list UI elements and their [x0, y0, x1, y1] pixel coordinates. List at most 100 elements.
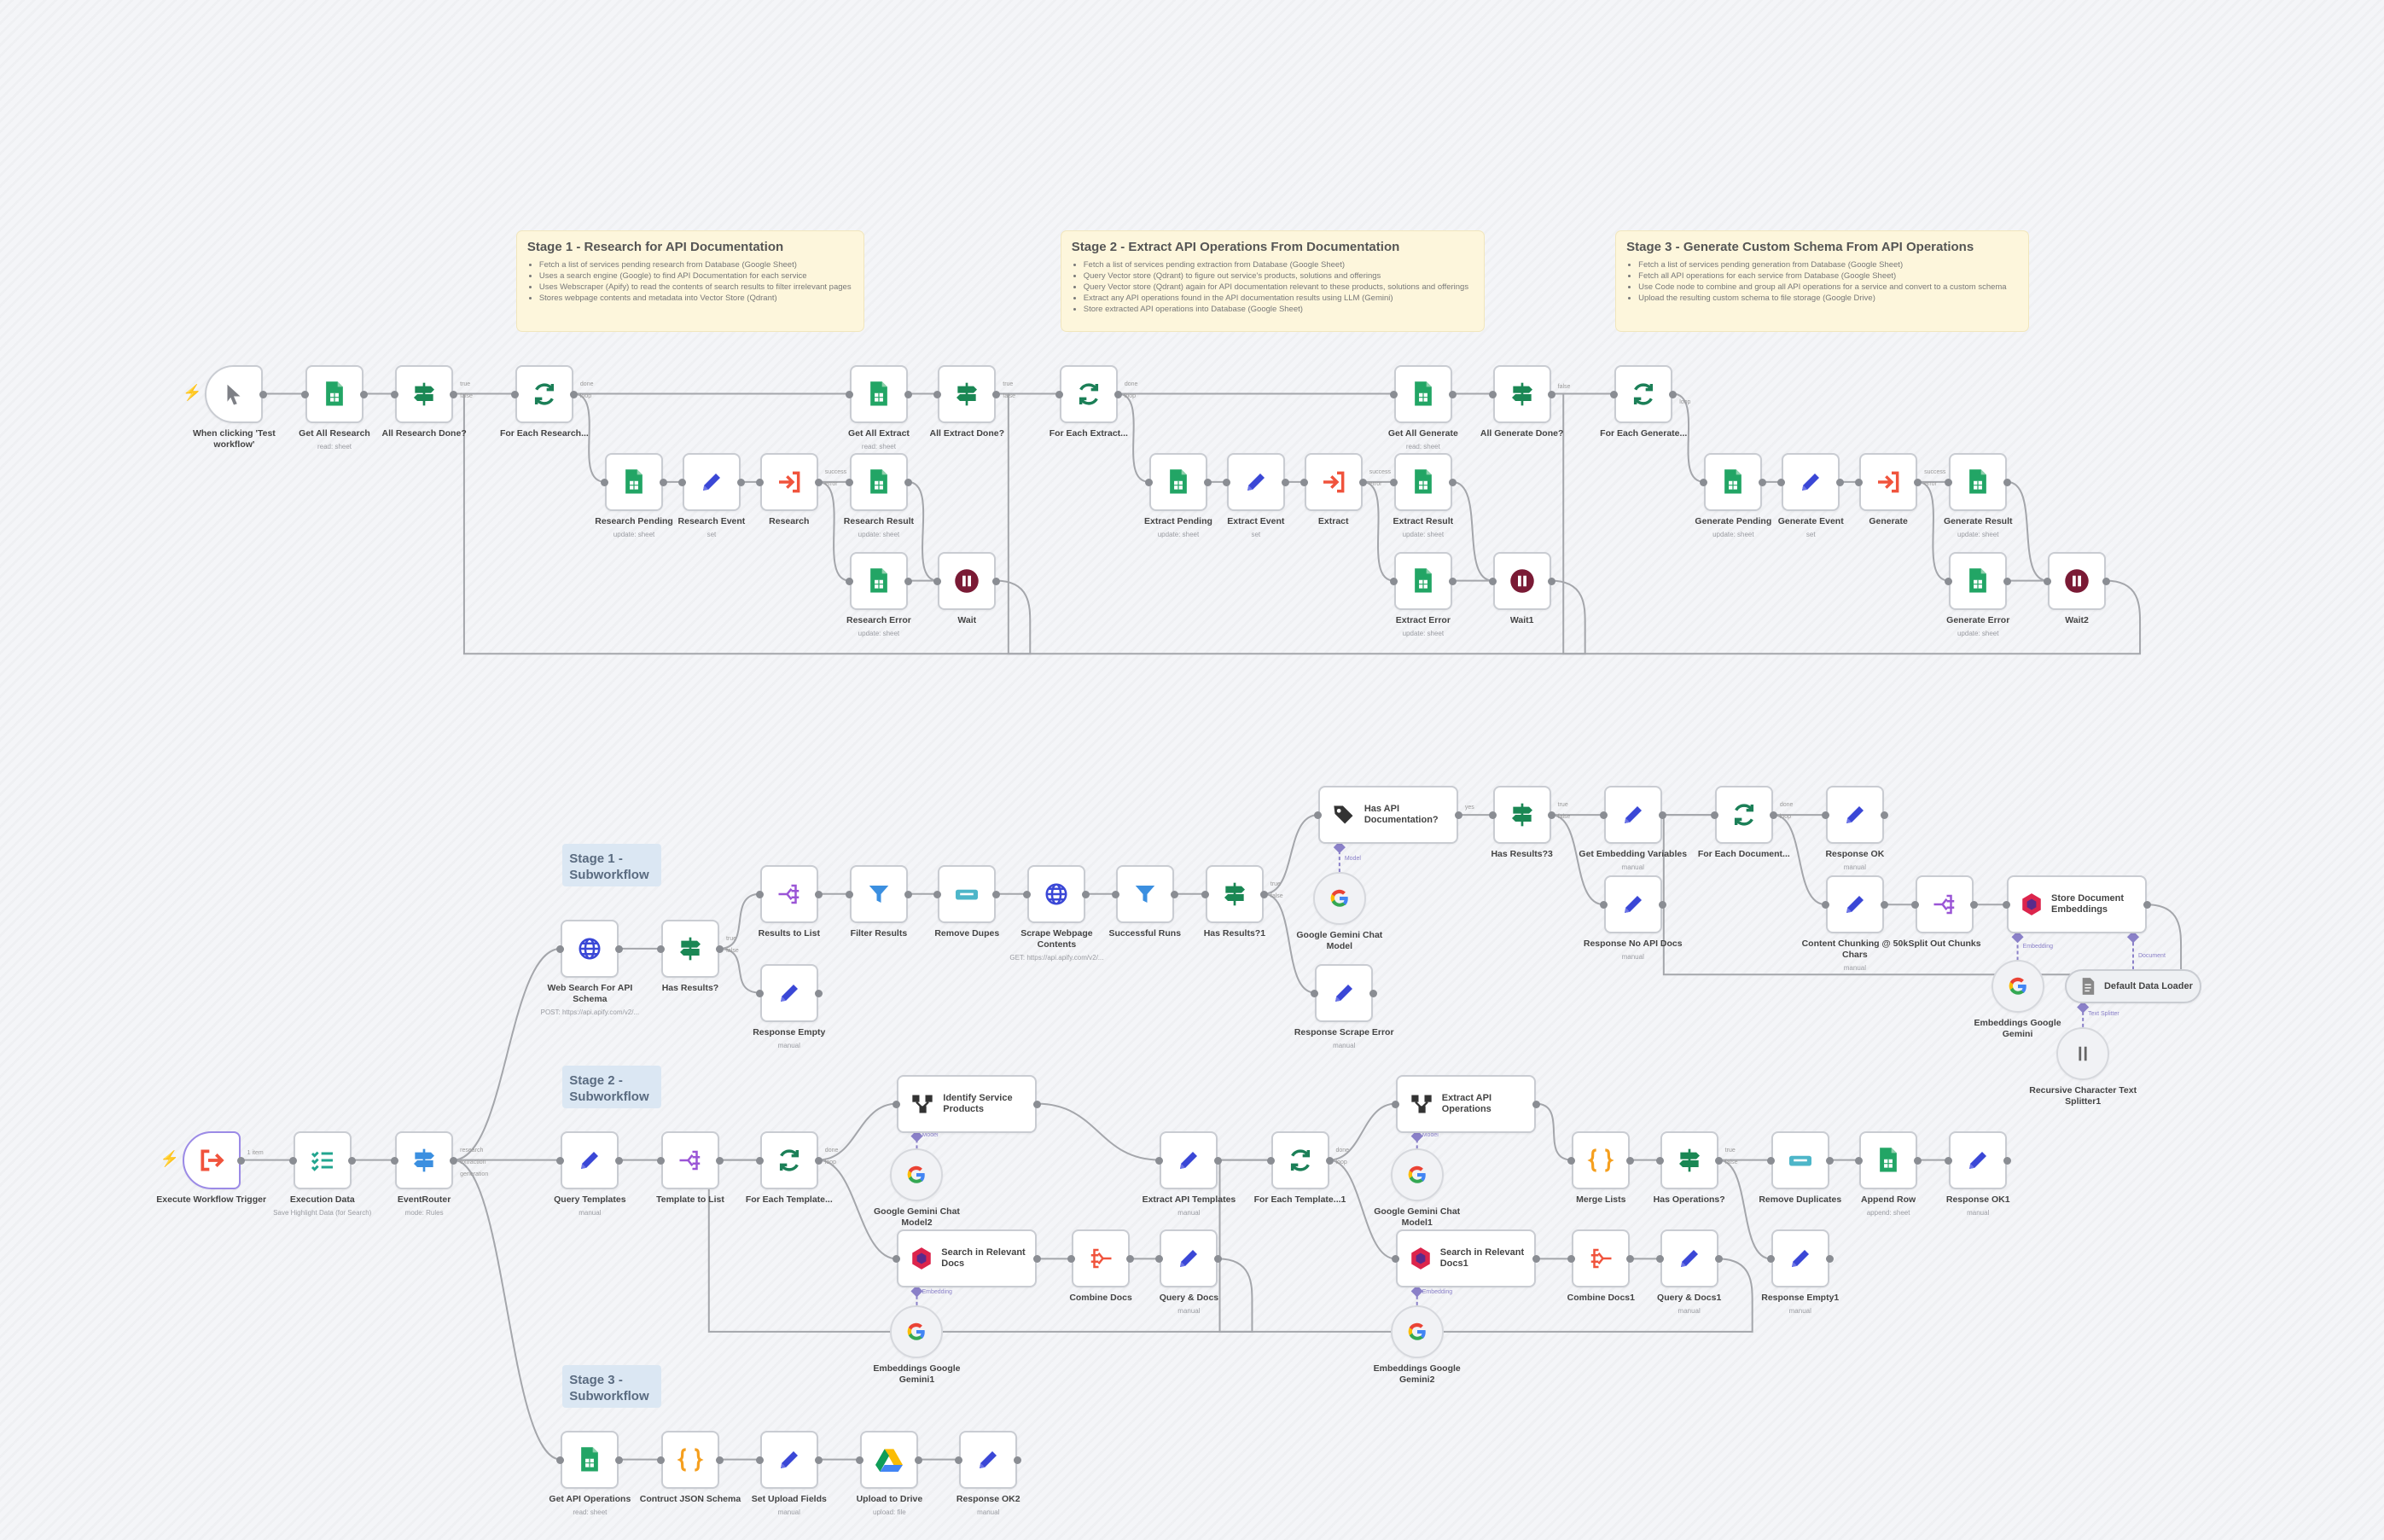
node-rok2[interactable] — [959, 1430, 1018, 1489]
port-in[interactable] — [288, 1156, 297, 1165]
node-gar[interactable] — [305, 364, 363, 423]
connection[interactable] — [1917, 480, 1950, 582]
port-in[interactable] — [1155, 1255, 1164, 1264]
port-out[interactable] — [904, 577, 912, 585]
node-gevar[interactable] — [1603, 786, 1662, 845]
port-in[interactable] — [1311, 989, 1319, 997]
port-out[interactable] — [904, 890, 912, 898]
port-out[interactable] — [1970, 901, 1979, 909]
node-rcts[interactable] — [2056, 1026, 2110, 1080]
port-in[interactable] — [1488, 390, 1497, 398]
port-in[interactable] — [755, 478, 764, 486]
port-in[interactable] — [656, 1456, 665, 1464]
port-out[interactable] — [1448, 478, 1457, 486]
subworkflow-label[interactable]: Stage 1 - Subworkflow — [562, 843, 662, 886]
port-in[interactable] — [1389, 478, 1398, 486]
node-utd[interactable] — [860, 1430, 919, 1489]
port-out[interactable] — [1170, 890, 1178, 898]
port-out[interactable] — [1259, 890, 1268, 898]
port-out[interactable] — [1626, 1255, 1635, 1264]
port-out[interactable] — [1714, 1255, 1723, 1264]
port-out[interactable] — [259, 390, 268, 398]
port-out[interactable] — [814, 1156, 823, 1165]
port-out[interactable] — [236, 1156, 245, 1165]
connection[interactable] — [1672, 392, 1705, 483]
port-out[interactable] — [450, 1156, 458, 1165]
port-out[interactable] — [1358, 478, 1367, 486]
port-out[interactable] — [715, 1456, 724, 1464]
connection[interactable] — [718, 947, 760, 994]
port-out[interactable] — [814, 1456, 823, 1464]
sub-connector[interactable] — [910, 1130, 923, 1142]
port-in[interactable] — [1610, 390, 1619, 398]
node-ttl[interactable] — [660, 1130, 719, 1189]
port-out[interactable] — [1658, 901, 1666, 909]
port-in[interactable] — [1777, 478, 1786, 486]
node-srd1[interactable]: Search in Relevant Docs1 — [1395, 1229, 1536, 1288]
port-out[interactable] — [1454, 811, 1462, 820]
connection[interactable] — [573, 392, 606, 483]
port-in[interactable] — [1023, 890, 1032, 898]
port-out[interactable] — [915, 1456, 923, 1464]
port-out[interactable] — [814, 989, 823, 997]
port-out[interactable] — [2102, 577, 2111, 585]
node-cc[interactable] — [1825, 875, 1884, 934]
port-out[interactable] — [992, 390, 1001, 398]
port-in[interactable] — [933, 890, 942, 898]
port-out[interactable] — [1669, 390, 1678, 398]
node-fer[interactable] — [515, 364, 573, 423]
port-in[interactable] — [893, 1255, 901, 1264]
node-egg2[interactable] — [1390, 1305, 1444, 1358]
node-e[interactable] — [1304, 452, 1363, 511]
port-in[interactable] — [556, 1156, 565, 1165]
port-in[interactable] — [1567, 1255, 1576, 1264]
port-out[interactable] — [1532, 1100, 1540, 1108]
node-cjs[interactable] — [660, 1430, 719, 1489]
node-rev[interactable] — [682, 452, 741, 511]
subworkflow-label[interactable]: Stage 3 - Subworkflow — [562, 1365, 662, 1409]
port-out[interactable] — [1281, 478, 1289, 486]
port-in[interactable] — [1067, 1255, 1076, 1264]
port-in[interactable] — [1655, 1255, 1664, 1264]
node-hr3[interactable] — [1492, 786, 1551, 845]
port-out[interactable] — [1547, 577, 1555, 585]
node-rok[interactable] — [1825, 786, 1884, 845]
node-qd[interactable] — [1160, 1229, 1218, 1288]
port-out[interactable] — [360, 390, 368, 398]
node-rer[interactable] — [849, 551, 908, 610]
port-out[interactable] — [2003, 1156, 2012, 1165]
port-out[interactable] — [1214, 1156, 1223, 1165]
node-eao[interactable]: Extract API Operations — [1395, 1074, 1536, 1133]
node-g[interactable] — [1859, 452, 1918, 511]
node-r[interactable] — [759, 452, 818, 511]
port-out[interactable] — [814, 478, 823, 486]
port-in[interactable] — [1855, 1156, 1864, 1165]
node-ml[interactable] — [1572, 1130, 1631, 1189]
node-rr[interactable] — [849, 452, 908, 511]
node-w2[interactable] — [2048, 551, 2107, 610]
port-out[interactable] — [2003, 577, 2012, 585]
node-rok1[interactable] — [1949, 1130, 2008, 1189]
node-t1[interactable] — [205, 364, 264, 423]
node-gr[interactable] — [1949, 452, 2008, 511]
port-out[interactable] — [569, 390, 578, 398]
node-gev2[interactable] — [1782, 452, 1840, 511]
port-in[interactable] — [1389, 390, 1398, 398]
node-ard[interactable] — [395, 364, 454, 423]
node-qd1[interactable] — [1660, 1229, 1718, 1288]
port-in[interactable] — [1488, 811, 1497, 820]
port-in[interactable] — [1391, 1100, 1399, 1108]
node-rd[interactable] — [938, 864, 997, 923]
port-in[interactable] — [1222, 478, 1230, 486]
node-egg1[interactable] — [890, 1305, 944, 1358]
connection[interactable] — [1329, 1159, 1396, 1260]
node-rempty1[interactable] — [1771, 1229, 1829, 1288]
port-out[interactable] — [1914, 1156, 1922, 1165]
port-in[interactable] — [656, 944, 665, 953]
port-in[interactable] — [1599, 901, 1608, 909]
node-gcm[interactable] — [1312, 872, 1366, 926]
port-out[interactable] — [715, 1156, 724, 1165]
connection[interactable] — [817, 1159, 898, 1260]
node-swc[interactable] — [1027, 864, 1086, 923]
port-in[interactable] — [755, 1156, 764, 1165]
